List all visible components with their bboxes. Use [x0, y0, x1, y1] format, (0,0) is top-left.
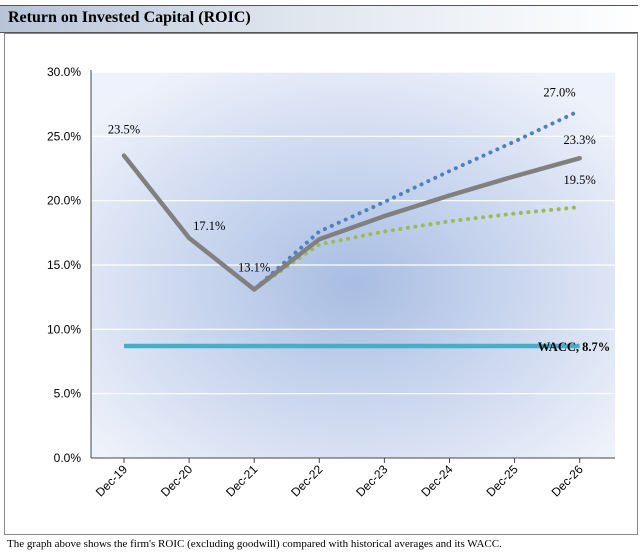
- x-tick-label: Dec-20: [158, 462, 195, 499]
- y-tick-label: 20.0%: [47, 194, 81, 208]
- series-line-optimistic: [122, 108, 582, 292]
- data-label: 27.0%: [543, 86, 575, 100]
- title-bar: Return on Invested Capital (ROIC): [0, 5, 638, 33]
- series-line-pessimistic: [122, 153, 582, 292]
- chart-frame: 0.0% 5.0% 10.0% 15.0% 20.0% 25.0% 30.0% Dec-19 D…: [4, 33, 638, 535]
- y-tick-label: 0.0%: [54, 451, 82, 465]
- page-title: Return on Invested Capital (ROIC): [8, 9, 251, 26]
- y-tick-label: 15.0%: [47, 258, 81, 272]
- y-tick-label: 30.0%: [47, 65, 81, 79]
- data-label: 23.3%: [564, 133, 596, 147]
- series-line-base: [121, 153, 582, 292]
- data-label: 23.5%: [108, 123, 140, 137]
- x-tick-label: Dec-23: [353, 462, 390, 499]
- x-tick-label: Dec-26: [549, 462, 586, 499]
- x-tick-label: Dec-19: [93, 462, 130, 499]
- chart-caption: The graph above shows the firm's ROIC (e…: [7, 538, 502, 550]
- roic-chart: 0.0% 5.0% 10.0% 15.0% 20.0% 25.0% 30.0% Dec-19 D…: [47, 65, 615, 499]
- data-label: 13.1%: [238, 260, 270, 274]
- x-tick-label: Dec-21: [223, 462, 260, 499]
- y-tick-label: 10.0%: [47, 322, 81, 336]
- data-label: 17.1%: [193, 219, 225, 233]
- x-tick-label: Dec-25: [483, 462, 520, 499]
- y-tick-label: 25.0%: [47, 129, 81, 143]
- wacc-label: WACC, 8.7%: [538, 340, 611, 354]
- data-label: 19.5%: [564, 173, 596, 187]
- x-tick-label: Dec-24: [418, 462, 455, 499]
- y-tick-label: 5.0%: [54, 387, 82, 401]
- x-tick-label: Dec-22: [288, 462, 325, 499]
